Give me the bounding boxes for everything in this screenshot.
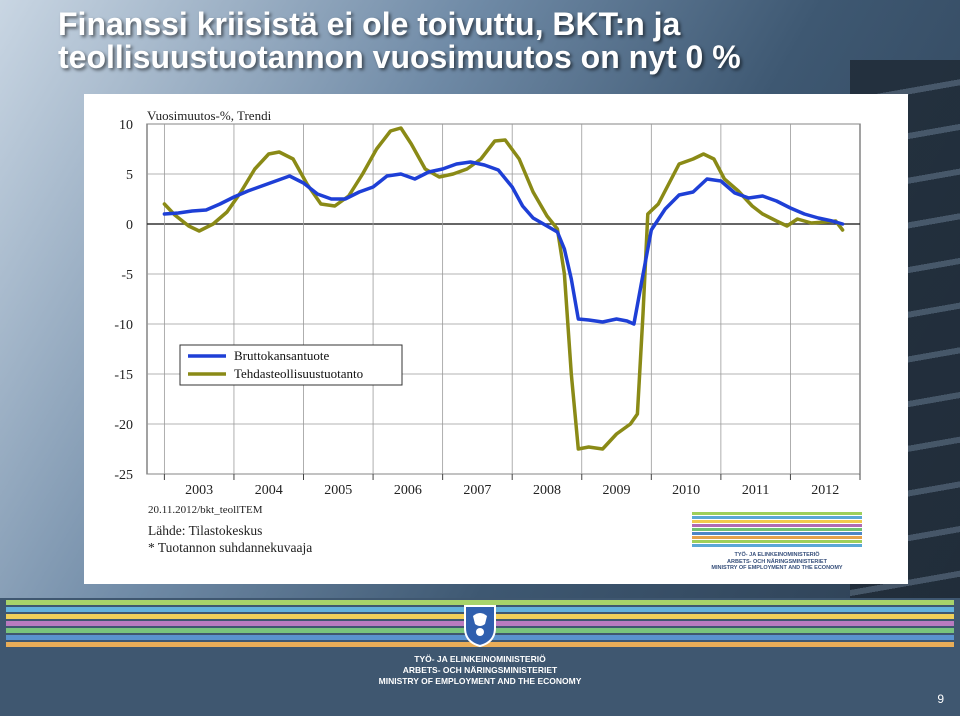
footnote: * Tuotannon suhdannekuvaaja (148, 540, 313, 555)
source-note: Lähde: Tilastokeskus (148, 523, 263, 538)
ministry-name: TYÖ- JA ELINKEINOMINISTERIÖ ARBETS- OCH … (330, 654, 630, 687)
chart-panel: 10 5 0 -5 -10 -15 -20 -25 2003 2004 2005 2006 2007 2… (84, 94, 908, 584)
x-tick-label: 2009 (603, 483, 631, 498)
chart-notes: 20.11.2012/bkt_teollTEM Lähde: Tilastoke… (148, 504, 312, 556)
x-tick-label: 2003 (185, 483, 213, 498)
y-tick-label: -5 (121, 268, 133, 283)
x-tick-label: 2012 (811, 483, 839, 498)
x-tick-label: 2005 (324, 483, 352, 498)
x-axis: 2003 2004 2005 2006 2007 2008 2009 2010 2011 2012 (163, 474, 861, 498)
y-tick-label: -15 (114, 368, 133, 383)
series-line-gdp (162, 160, 845, 326)
y-tick-label: 0 (126, 218, 133, 233)
y-tick-label: -20 (114, 418, 133, 433)
y-tick-label: -10 (114, 318, 133, 333)
x-tick-label: 2011 (742, 483, 769, 498)
logo-stripes (692, 512, 862, 550)
y-tick-label: 10 (119, 118, 133, 133)
ministry-line2: ARBETS- OCH NÄRINGSMINISTERIET (402, 665, 558, 675)
legend-label-industry: Tehdasteollisuustuotanto (234, 366, 363, 381)
series-line-industry (162, 126, 845, 451)
x-tick-label: 2006 (394, 483, 422, 498)
y-tick-label: 5 (126, 168, 133, 183)
ministry-line3: MINISTRY OF EMPLOYMENT AND THE ECONOMY (378, 676, 582, 686)
x-tick-label: 2004 (255, 483, 283, 498)
legend: Bruttokansantuote Tehdasteollisuustuotan… (179, 344, 403, 386)
x-tick-label: 2008 (533, 483, 561, 498)
x-tick-label: 2010 (672, 483, 700, 498)
chart-title: Vuosimuutos-%, Trendi (147, 108, 272, 123)
legend-box (179, 344, 403, 386)
lion-emblem-icon (464, 605, 496, 648)
legend-label-gdp: Bruttokansantuote (234, 348, 330, 363)
plot-area (146, 123, 861, 475)
ministry-small-line1: TYÖ- JA ELINKEINOMINISTERIÖ (734, 552, 820, 558)
ministry-small-text: TYÖ- JA ELINKEINOMINISTERIÖ ARBETS- OCH … (692, 552, 862, 572)
y-axis: 10 5 0 -5 -10 -15 -20 -25 (114, 118, 133, 483)
y-tick-label: -25 (114, 468, 133, 483)
slide-footer: TYÖ- JA ELINKEINOMINISTERIÖ ARBETS- OCH … (0, 598, 960, 716)
ministry-small-line2: ARBETS- OCH NÄRINGSMINISTERIET (727, 558, 827, 565)
ministry-line1: TYÖ- JA ELINKEINOMINISTERIÖ (414, 654, 546, 664)
slide-title: Finanssi kriisistä ei ole toivuttu, BKT:… (58, 6, 741, 75)
ministry-logo-small: TYÖ- JA ELINKEINOMINISTERIÖ ARBETS- OCH … (692, 512, 862, 571)
x-tick-label: 2007 (463, 483, 491, 498)
date-note: 20.11.2012/bkt_teollTEM (148, 504, 263, 516)
series-lines (162, 126, 845, 451)
page-number: 9 (937, 692, 944, 706)
ministry-small-line3: MINISTRY OF EMPLOYMENT AND THE ECONOMY (711, 565, 843, 571)
